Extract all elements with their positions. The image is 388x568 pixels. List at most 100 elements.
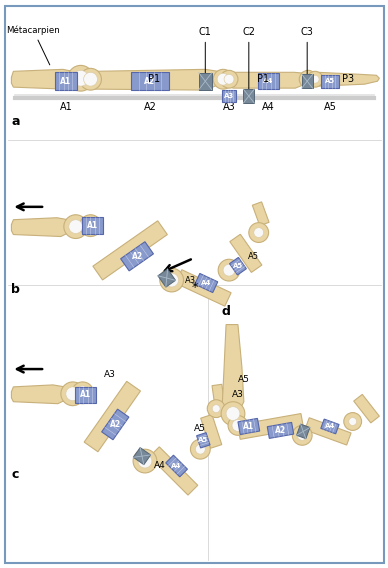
Text: A4: A4 bbox=[171, 463, 182, 469]
Polygon shape bbox=[149, 447, 198, 495]
Polygon shape bbox=[197, 433, 210, 448]
Polygon shape bbox=[237, 414, 303, 439]
Text: A1: A1 bbox=[243, 422, 255, 431]
Circle shape bbox=[224, 74, 234, 84]
Text: A5: A5 bbox=[324, 102, 336, 112]
Polygon shape bbox=[230, 257, 246, 275]
Polygon shape bbox=[131, 72, 169, 90]
Text: A1: A1 bbox=[80, 390, 91, 399]
Polygon shape bbox=[195, 273, 218, 293]
Text: A1: A1 bbox=[59, 102, 72, 112]
Circle shape bbox=[217, 73, 229, 85]
Text: A3: A3 bbox=[223, 102, 236, 112]
Polygon shape bbox=[267, 423, 294, 438]
Circle shape bbox=[80, 215, 101, 236]
Polygon shape bbox=[230, 234, 262, 273]
Polygon shape bbox=[11, 218, 73, 236]
Circle shape bbox=[138, 454, 152, 468]
Circle shape bbox=[226, 407, 240, 420]
Text: A5: A5 bbox=[233, 263, 243, 269]
Text: A5: A5 bbox=[238, 375, 250, 384]
Circle shape bbox=[207, 400, 225, 417]
Circle shape bbox=[228, 416, 248, 435]
Circle shape bbox=[84, 72, 97, 86]
Text: C3: C3 bbox=[301, 27, 314, 85]
Polygon shape bbox=[321, 75, 339, 87]
Polygon shape bbox=[11, 69, 77, 89]
Circle shape bbox=[84, 219, 97, 232]
Polygon shape bbox=[199, 73, 212, 90]
Circle shape bbox=[249, 223, 268, 243]
Text: c: c bbox=[11, 468, 19, 481]
Text: A4: A4 bbox=[201, 280, 211, 286]
Circle shape bbox=[196, 444, 205, 454]
Text: Métacarpien: Métacarpien bbox=[6, 25, 60, 65]
Text: A2: A2 bbox=[144, 102, 156, 112]
Circle shape bbox=[160, 268, 184, 292]
Circle shape bbox=[133, 449, 157, 473]
Text: d: d bbox=[221, 304, 230, 318]
Circle shape bbox=[69, 220, 83, 233]
Circle shape bbox=[165, 273, 178, 287]
Circle shape bbox=[212, 404, 220, 412]
Polygon shape bbox=[313, 72, 379, 86]
Text: A4: A4 bbox=[262, 102, 275, 112]
Polygon shape bbox=[102, 409, 129, 440]
Text: A2: A2 bbox=[132, 252, 143, 261]
Polygon shape bbox=[222, 324, 244, 412]
Text: A3: A3 bbox=[224, 93, 234, 99]
Text: A3: A3 bbox=[104, 370, 116, 379]
Polygon shape bbox=[238, 419, 260, 435]
Polygon shape bbox=[321, 419, 339, 434]
Circle shape bbox=[80, 68, 101, 90]
Polygon shape bbox=[252, 202, 269, 225]
Text: A5: A5 bbox=[248, 252, 259, 261]
Polygon shape bbox=[75, 387, 97, 403]
Text: A4: A4 bbox=[154, 461, 166, 470]
Text: A5: A5 bbox=[194, 424, 206, 433]
Text: A3: A3 bbox=[185, 275, 196, 285]
Circle shape bbox=[72, 382, 94, 404]
Text: A4: A4 bbox=[263, 78, 274, 84]
Text: a: a bbox=[11, 115, 20, 128]
Polygon shape bbox=[93, 221, 167, 280]
Circle shape bbox=[220, 70, 238, 88]
Text: b: b bbox=[11, 283, 20, 296]
Polygon shape bbox=[11, 385, 70, 404]
Polygon shape bbox=[222, 90, 236, 102]
Circle shape bbox=[223, 264, 235, 276]
Polygon shape bbox=[258, 73, 279, 89]
Text: A2: A2 bbox=[144, 77, 156, 86]
Polygon shape bbox=[175, 270, 231, 306]
Circle shape bbox=[303, 74, 313, 84]
Circle shape bbox=[64, 215, 88, 239]
Circle shape bbox=[297, 431, 307, 440]
Polygon shape bbox=[84, 381, 140, 452]
Text: A3: A3 bbox=[232, 390, 244, 399]
Polygon shape bbox=[121, 242, 153, 271]
Polygon shape bbox=[354, 394, 379, 423]
Text: P1: P1 bbox=[148, 74, 160, 84]
Text: P3: P3 bbox=[342, 74, 354, 84]
Polygon shape bbox=[302, 74, 313, 88]
Circle shape bbox=[349, 417, 357, 425]
Polygon shape bbox=[296, 424, 310, 438]
Circle shape bbox=[292, 425, 312, 445]
Polygon shape bbox=[166, 455, 187, 477]
Circle shape bbox=[66, 387, 80, 401]
Polygon shape bbox=[243, 89, 254, 103]
Circle shape bbox=[221, 402, 245, 425]
Text: A2: A2 bbox=[110, 420, 121, 429]
Circle shape bbox=[61, 382, 85, 406]
Circle shape bbox=[73, 70, 88, 86]
Text: A5: A5 bbox=[198, 437, 208, 443]
Circle shape bbox=[307, 72, 323, 87]
Text: C2: C2 bbox=[242, 27, 255, 91]
Text: P1: P1 bbox=[256, 74, 269, 84]
Text: A1: A1 bbox=[60, 77, 71, 86]
Circle shape bbox=[213, 69, 233, 89]
Circle shape bbox=[344, 412, 362, 431]
Polygon shape bbox=[158, 269, 175, 287]
Text: A2: A2 bbox=[275, 426, 286, 435]
Text: C1: C1 bbox=[199, 27, 212, 86]
